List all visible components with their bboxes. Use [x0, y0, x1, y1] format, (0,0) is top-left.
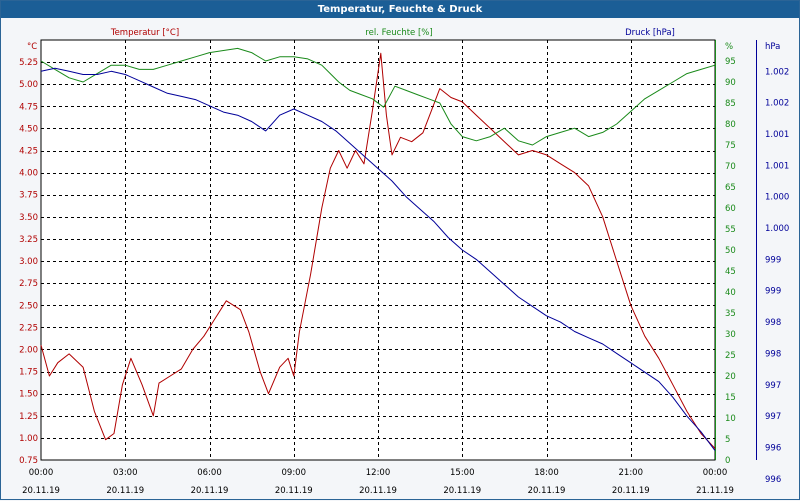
pressure-tick-label: 998: [765, 318, 781, 328]
temperature-tick-label: 1.25: [19, 412, 38, 422]
x-tick-date-label: 21.11.19: [696, 486, 734, 496]
x-tick-date-label: 20.11.19: [106, 486, 144, 496]
humidity-tick-label: 70: [725, 162, 736, 172]
humidity-tick-label: 45: [725, 267, 736, 277]
pressure-tick-label: 1.000: [765, 193, 789, 203]
pressure-tick-label: 997: [765, 381, 781, 391]
temperature-tick-label: 3.25: [19, 235, 38, 245]
pressure-tick-label: 1.001: [765, 161, 789, 171]
temperature-tick-label: 3.50: [19, 213, 38, 223]
humidity-tick-label: 20: [725, 372, 736, 382]
temperature-tick-label: 1.00: [19, 434, 38, 444]
x-tick-date-label: 20.11.19: [528, 486, 566, 496]
humidity-tick-label: 55: [725, 225, 736, 235]
temperature-tick-label: 5.00: [19, 80, 38, 90]
x-tick-time-label: 09:00: [282, 468, 307, 478]
x-tick-date-label: 20.11.19: [22, 486, 60, 496]
humidity-tick-label: 60: [725, 204, 736, 214]
humidity-tick-label: 65: [725, 183, 736, 193]
x-tick-time-label: 15:00: [450, 468, 475, 478]
pressure-tick-label: 1.002: [765, 99, 789, 109]
humidity-unit-label: %: [725, 42, 733, 52]
x-tick-date-label: 20.11.19: [612, 486, 650, 496]
pressure-tick-label: 1.002: [765, 67, 789, 77]
temperature-tick-label: 2.25: [19, 323, 38, 333]
pressure-unit-label: hPa: [765, 42, 780, 52]
pressure-axis-label: Druck [hPa]: [625, 28, 675, 38]
temperature-tick-label: 5.25: [19, 58, 38, 68]
humidity-axis-label: rel. Feuchte [%]: [365, 28, 432, 38]
temperature-tick-label: 1.50: [19, 390, 38, 400]
temperature-tick-label: 1.75: [19, 368, 38, 378]
temperature-tick-label: 2.00: [19, 345, 38, 355]
humidity-tick-label: 25: [725, 351, 736, 361]
x-tick-date-label: 20.11.19: [359, 486, 397, 496]
pressure-tick-label: 999: [765, 255, 781, 265]
pressure-tick-label: 996: [765, 443, 781, 453]
chart-title: Temperatur, Feuchte & Druck: [1, 1, 799, 18]
pressure-tick-label: 999: [765, 287, 781, 297]
humidity-tick-label: 85: [725, 99, 736, 109]
x-tick-time-label: 00:00: [29, 468, 54, 478]
x-tick-date-label: 20.11.19: [443, 486, 481, 496]
pressure-tick-label: 996: [765, 475, 781, 485]
x-tick-time-label: 03:00: [113, 468, 138, 478]
humidity-tick-label: 80: [725, 120, 736, 130]
temperature-unit-label: °C: [27, 42, 37, 52]
humidity-tick-label: 90: [725, 78, 736, 88]
humidity-tick-label: 35: [725, 309, 736, 319]
x-tick-date-label: 20.11.19: [275, 486, 313, 496]
x-tick-time-label: 06:00: [197, 468, 222, 478]
temperature-tick-label: 3.00: [19, 257, 38, 267]
x-tick-date-label: 20.11.19: [191, 486, 229, 496]
temperature-tick-label: 4.75: [19, 102, 38, 112]
humidity-tick-label: 50: [725, 246, 736, 256]
x-tick-time-label: 21:00: [619, 468, 644, 478]
pressure-tick-label: 998: [765, 349, 781, 359]
humidity-tick-label: 30: [725, 330, 736, 340]
temperature-tick-label: 2.50: [19, 301, 38, 311]
temperature-series-line: [40, 52, 716, 449]
humidity-tick-label: 75: [725, 141, 736, 151]
pressure-tick-label: 1.001: [765, 130, 789, 140]
humidity-tick-label: 15: [725, 393, 736, 403]
humidity-tick-label: 95: [725, 57, 736, 67]
temperature-tick-label: 3.75: [19, 191, 38, 201]
humidity-tick-label: 10: [725, 414, 736, 424]
temperature-axis-label: Temperatur [°C]: [110, 28, 179, 38]
temperature-tick-label: 4.00: [19, 169, 38, 179]
x-tick-time-label: 12:00: [366, 468, 391, 478]
humidity-tick-label: 5: [725, 435, 730, 445]
pressure-series-line: [40, 67, 716, 451]
temperature-tick-label: 4.50: [19, 124, 38, 134]
temperature-tick-label: 2.75: [19, 279, 38, 289]
temperature-tick-label: 0.75: [19, 456, 38, 466]
x-tick-time-label: 18:00: [534, 468, 559, 478]
humidity-tick-label: 0: [725, 456, 730, 466]
pressure-tick-label: 997: [765, 412, 781, 422]
x-tick-time-label: 00:00: [703, 468, 728, 478]
pressure-tick-label: 1.000: [765, 224, 789, 234]
humidity-series-line: [40, 47, 716, 146]
humidity-tick-label: 40: [725, 288, 736, 298]
temperature-tick-label: 4.25: [19, 147, 38, 157]
